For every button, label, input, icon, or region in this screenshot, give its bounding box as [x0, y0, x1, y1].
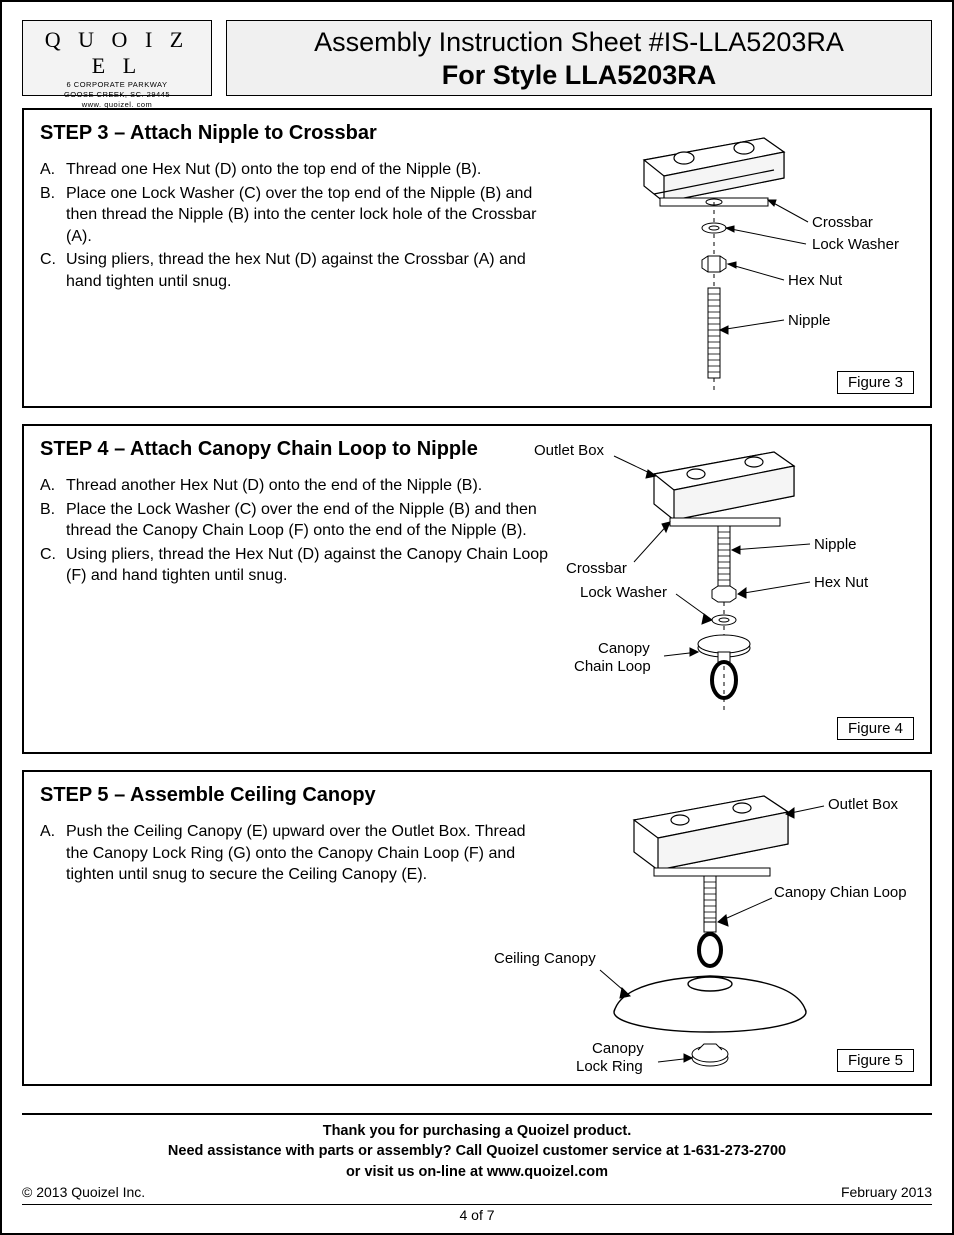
- callout-crossbar: Crossbar: [566, 560, 627, 577]
- figure-3-svg: [584, 120, 904, 400]
- logo-box: Q U O I Z E L 6 CORPORATE PARKWAY GOOSE …: [22, 20, 212, 96]
- label-c: C.: [40, 249, 66, 292]
- label-c: C.: [40, 544, 66, 587]
- title-line-1: Assembly Instruction Sheet #IS-LLA5203RA: [235, 27, 923, 58]
- step-3-c: Using pliers, thread the hex Nut (D) aga…: [66, 249, 550, 292]
- step-4: STEP 4 – Attach Canopy Chain Loop to Nip…: [22, 424, 932, 754]
- step-4-instructions: A.Thread another Hex Nut (D) onto the en…: [40, 475, 550, 587]
- footer-copyright: © 2013 Quoizel Inc.: [22, 1184, 145, 1200]
- label-a: A.: [40, 159, 66, 181]
- callout-outletbox: Outlet Box: [828, 796, 898, 813]
- step-4-b: Place the Lock Washer (C) over the end o…: [66, 499, 550, 542]
- callout-nipple: Nipple: [814, 536, 857, 553]
- callout-lockring-2: Lock Ring: [576, 1058, 643, 1075]
- step-3-a: Thread one Hex Nut (D) onto the top end …: [66, 159, 550, 181]
- header: Q U O I Z E L 6 CORPORATE PARKWAY GOOSE …: [22, 20, 932, 96]
- callout-lockwasher: Lock Washer: [580, 584, 667, 601]
- callout-outletbox: Outlet Box: [534, 442, 604, 459]
- callout-chainloop-2: Chain Loop: [574, 658, 651, 675]
- footer-line-2: Need assistance with parts or assembly? …: [22, 1141, 932, 1161]
- step-3: STEP 3 – Attach Nipple to Crossbar A.Thr…: [22, 108, 932, 408]
- footer-date: February 2013: [841, 1184, 932, 1200]
- figure-5-svg: [504, 780, 904, 1080]
- figure-4-label: Figure 4: [837, 717, 914, 740]
- page-number: 4 of 7: [22, 1204, 932, 1223]
- figure-3-diagram: Crossbar Lock Washer Hex Nut Nipple: [584, 120, 904, 400]
- page: Q U O I Z E L 6 CORPORATE PARKWAY GOOSE …: [0, 0, 954, 1235]
- footer-line-3: or visit us on-line at www.quoizel.com: [22, 1162, 932, 1182]
- step-3-b: Place one Lock Washer (C) over the top e…: [66, 183, 550, 248]
- title-line-2: For Style LLA5203RA: [235, 60, 923, 91]
- step-5-instructions: A.Push the Ceiling Canopy (E) upward ove…: [40, 821, 550, 886]
- figure-3-label: Figure 3: [837, 371, 914, 394]
- brand-address-2: GOOSE CREEK, SC. 29445: [31, 90, 203, 99]
- step-5: STEP 5 – Assemble Ceiling Canopy A.Push …: [22, 770, 932, 1086]
- label-a: A.: [40, 475, 66, 497]
- title-box: Assembly Instruction Sheet #IS-LLA5203RA…: [226, 20, 932, 96]
- step-3-instructions: A.Thread one Hex Nut (D) onto the top en…: [40, 159, 550, 293]
- footer: Thank you for purchasing a Quoizel produ…: [22, 1113, 932, 1223]
- figure-5-diagram: Outlet Box Canopy Chian Loop Ceiling Can…: [504, 780, 904, 1080]
- callout-chainloop-1: Canopy: [598, 640, 650, 657]
- callout-lockwasher: Lock Washer: [812, 236, 899, 253]
- label-b: B.: [40, 183, 66, 248]
- callout-chainloop: Canopy Chian Loop: [774, 884, 907, 901]
- callout-hexnut: Hex Nut: [788, 272, 842, 289]
- brand-address-1: 6 CORPORATE PARKWAY: [31, 80, 203, 89]
- step-5-a: Push the Ceiling Canopy (E) upward over …: [66, 821, 550, 886]
- label-a: A.: [40, 821, 66, 886]
- brand-name: Q U O I Z E L: [31, 27, 203, 79]
- callout-lockring-1: Canopy: [592, 1040, 644, 1057]
- callout-canopy: Ceiling Canopy: [494, 950, 596, 967]
- figure-5-label: Figure 5: [837, 1049, 914, 1072]
- callout-crossbar: Crossbar: [812, 214, 873, 231]
- figure-4-diagram: Outlet Box Crossbar Nipple Hex Nut Lock …: [514, 434, 904, 744]
- footer-line-1: Thank you for purchasing a Quoizel produ…: [22, 1121, 932, 1141]
- label-b: B.: [40, 499, 66, 542]
- callout-hexnut: Hex Nut: [814, 574, 868, 591]
- callout-nipple: Nipple: [788, 312, 831, 329]
- step-4-c: Using pliers, thread the Hex Nut (D) aga…: [66, 544, 550, 587]
- step-4-a: Thread another Hex Nut (D) onto the end …: [66, 475, 550, 497]
